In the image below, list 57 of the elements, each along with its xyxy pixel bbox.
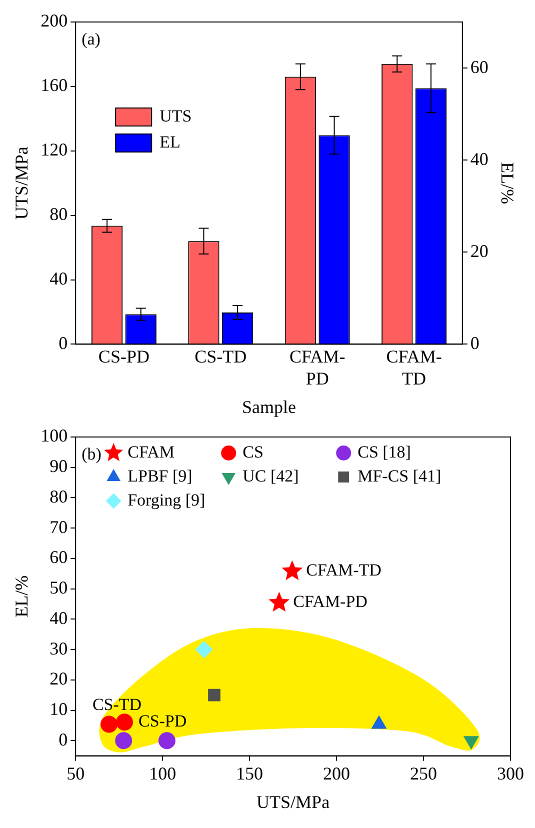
legend-label: UC [42] (242, 466, 299, 486)
y-axis-title: UTS/MPa (12, 146, 32, 220)
y-tick-label: 120 (40, 140, 68, 160)
legend-label: CS [18] (358, 442, 411, 462)
annotation: (a) (82, 29, 100, 48)
annotation: (b) (82, 444, 102, 464)
point (282, 560, 303, 580)
y-tick-label: 80 (50, 204, 68, 224)
x-axis-title: UTS/MPa (256, 792, 330, 812)
legend-label: Forging [9] (128, 490, 206, 510)
y-tick-label: 0 (58, 729, 68, 750)
x-tick-label: 300 (497, 763, 524, 784)
legend-label: MF-CS [41] (358, 466, 442, 486)
y-tick-label: 60 (50, 547, 68, 568)
x-tick-label: CS-PD (98, 346, 150, 367)
x-tick-label: CS-TD (194, 346, 247, 367)
y-tick-label: 80 (50, 486, 68, 506)
y-tick-label: 200 (40, 10, 68, 31)
legend-label: CS (242, 442, 264, 462)
x-axis-title: Sample (242, 396, 296, 417)
x-tick-label: 100 (149, 763, 176, 784)
point (158, 732, 176, 750)
y2-tick-label: 20 (470, 240, 488, 261)
x-tick-label: CFAM-TD (386, 346, 442, 388)
y2-tick-label: 0 (470, 332, 480, 353)
y-tick-label: 70 (50, 516, 68, 537)
y-tick-label: 40 (50, 608, 68, 628)
point (268, 592, 290, 612)
point (115, 732, 132, 750)
x-tick-label: 200 (323, 763, 350, 784)
x-tick-label: CFAM-PD (290, 346, 346, 388)
y-tick-label: 160 (40, 75, 68, 96)
x-tick-label: 250 (410, 763, 438, 784)
x-tick-label: 150 (236, 763, 264, 784)
annotation: CFAM-TD (306, 560, 382, 580)
point (116, 714, 133, 731)
y-tick-label: 50 (50, 578, 68, 598)
y-tick-label: 90 (50, 456, 68, 476)
annotation: CFAM-PD (293, 592, 368, 612)
legend-label: EL (160, 132, 180, 152)
y2-tick-label: 60 (470, 56, 488, 77)
y-tick-label: 20 (50, 668, 68, 689)
y-tick-label: 10 (50, 698, 68, 719)
y-axis-title: EL/% (12, 575, 32, 618)
legend-label: CFAM (128, 442, 175, 462)
point (100, 716, 118, 733)
y-tick-label: 40 (50, 268, 68, 288)
point (208, 688, 220, 702)
y2-tick-label: 40 (470, 148, 488, 169)
annotation: CS-PD (138, 712, 187, 731)
y2-axis-title: EL/% (497, 162, 518, 204)
y-tick-label: 100 (40, 426, 68, 446)
y-tick-label: 0 (58, 332, 68, 353)
point (195, 641, 212, 658)
legend-label: LPBF [9] (128, 466, 192, 486)
y-tick-label: 30 (50, 638, 68, 658)
legend-label: UTS (160, 106, 192, 126)
